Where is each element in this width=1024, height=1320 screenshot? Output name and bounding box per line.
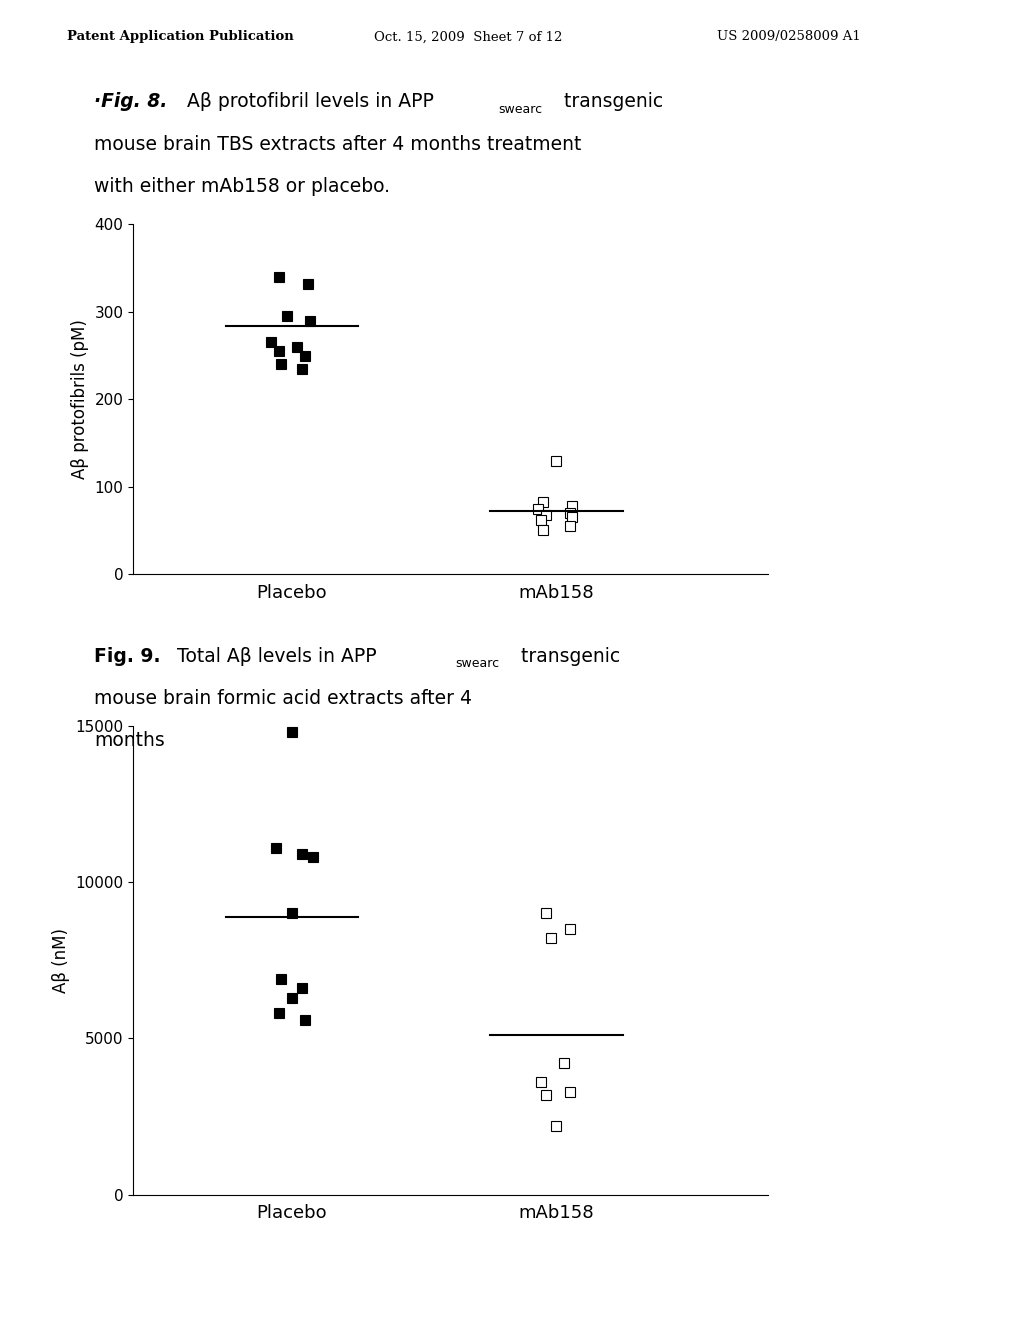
Text: months: months bbox=[94, 731, 165, 750]
Text: Fig. 9.: Fig. 9. bbox=[94, 647, 161, 665]
Text: swearc: swearc bbox=[456, 657, 500, 671]
Text: US 2009/0258009 A1: US 2009/0258009 A1 bbox=[717, 30, 860, 44]
Text: with either mAb158 or placebo.: with either mAb158 or placebo. bbox=[94, 177, 390, 195]
Text: ·Fig. 8.: ·Fig. 8. bbox=[94, 92, 168, 111]
Text: transgenic: transgenic bbox=[558, 92, 664, 111]
Text: mouse brain TBS extracts after 4 months treatment: mouse brain TBS extracts after 4 months … bbox=[94, 135, 582, 153]
Text: transgenic: transgenic bbox=[515, 647, 621, 665]
Text: Aβ protofibril levels in APP: Aβ protofibril levels in APP bbox=[181, 92, 434, 111]
Y-axis label: Aβ protofibrils (pM): Aβ protofibrils (pM) bbox=[71, 319, 89, 479]
Text: swearc: swearc bbox=[499, 103, 543, 116]
Text: Oct. 15, 2009  Sheet 7 of 12: Oct. 15, 2009 Sheet 7 of 12 bbox=[374, 30, 562, 44]
Text: Total Aβ levels in APP: Total Aβ levels in APP bbox=[171, 647, 377, 665]
Y-axis label: Aβ (nM): Aβ (nM) bbox=[52, 928, 70, 993]
Text: mouse brain formic acid extracts after 4: mouse brain formic acid extracts after 4 bbox=[94, 689, 472, 708]
Text: Patent Application Publication: Patent Application Publication bbox=[67, 30, 293, 44]
